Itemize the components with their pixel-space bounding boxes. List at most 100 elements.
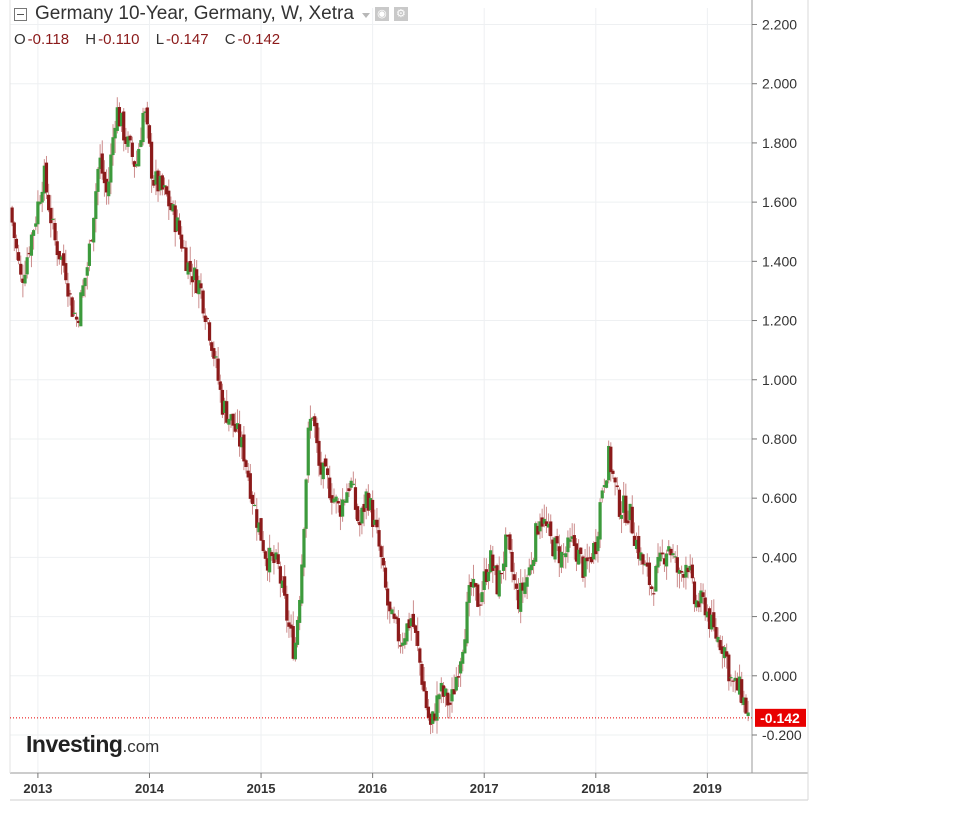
candle-up <box>729 677 733 679</box>
candle-down <box>201 290 205 314</box>
candle-up <box>656 556 660 568</box>
candle-down <box>44 162 49 193</box>
candle-up <box>257 522 261 533</box>
candle-up <box>716 636 720 643</box>
candle-up <box>705 611 709 618</box>
candle-up <box>29 234 34 256</box>
candle-up <box>343 500 347 503</box>
high-label: H <box>85 31 97 48</box>
candle-up <box>493 566 497 569</box>
candle-up <box>92 217 96 243</box>
candle-down <box>246 470 250 478</box>
candle-down <box>394 616 398 620</box>
candle-up <box>162 185 167 188</box>
candle-down <box>680 570 684 573</box>
gear-icon[interactable]: ⚙ <box>393 7 408 21</box>
candle-down <box>660 552 664 555</box>
candle-up <box>390 609 394 615</box>
candle-up <box>471 578 476 588</box>
candle-down <box>216 358 220 381</box>
candle-up <box>465 601 469 644</box>
candle-down <box>177 220 182 235</box>
candle-up <box>139 140 143 147</box>
logo-brand: Investing <box>26 731 123 757</box>
candle-up <box>459 661 463 674</box>
candle-down <box>744 697 748 714</box>
candle-down <box>630 506 634 534</box>
candle-up <box>38 201 42 204</box>
candle-up <box>467 585 471 603</box>
candle-down <box>581 556 585 578</box>
chevron-down-icon[interactable] <box>361 12 370 18</box>
candle-up <box>32 230 36 236</box>
candle-down <box>411 613 416 627</box>
candle-down <box>727 654 731 682</box>
candle-down <box>276 554 280 565</box>
candle-up <box>227 418 231 425</box>
candle-down <box>261 540 265 551</box>
candle-up <box>308 418 313 431</box>
candle-down <box>347 488 351 492</box>
candle-down <box>283 576 287 596</box>
candle-up <box>98 157 102 169</box>
candle-up <box>111 137 115 156</box>
candle-up <box>607 445 611 481</box>
candle-down <box>182 247 186 249</box>
candle-down <box>104 178 109 193</box>
candle-up <box>119 112 124 127</box>
candle-up <box>654 566 658 592</box>
candle-down <box>536 525 540 535</box>
candle-down <box>330 495 334 503</box>
candle-up <box>401 642 405 646</box>
candle-up <box>51 218 55 220</box>
collapse-icon[interactable] <box>14 7 27 21</box>
candle-down <box>585 557 589 562</box>
candle-down <box>469 581 473 587</box>
candle-up <box>302 528 306 568</box>
candle-up <box>566 537 570 553</box>
candle-down <box>27 252 31 255</box>
candle-down <box>250 494 255 504</box>
candle-down <box>278 566 282 584</box>
candle-up <box>115 107 119 131</box>
candle-up <box>85 267 89 276</box>
candle-up <box>403 638 407 645</box>
candle-down <box>641 554 645 565</box>
candle-up <box>81 285 85 296</box>
candle-down <box>428 713 433 725</box>
candle-down <box>150 141 154 179</box>
candle-down <box>637 536 641 559</box>
candle-down <box>184 247 188 272</box>
candle-down <box>205 318 210 320</box>
candle-down <box>323 458 328 467</box>
candle-up <box>562 553 566 555</box>
candle-down <box>735 678 740 691</box>
candle-down <box>14 238 19 249</box>
candle-down <box>407 619 411 629</box>
candle-down <box>589 556 594 563</box>
eye-icon[interactable]: ◉ <box>374 7 389 21</box>
candle-down <box>263 551 267 559</box>
candle-down <box>315 422 319 444</box>
candle-up <box>710 614 714 630</box>
candle-down <box>12 222 16 239</box>
candle-up <box>293 642 297 660</box>
candle-down <box>613 477 617 483</box>
candle-up <box>300 564 304 604</box>
candle-up <box>351 483 355 485</box>
candle-down <box>19 263 23 275</box>
y-tick-label: 0.800 <box>762 431 797 447</box>
y-tick-label: 0.400 <box>762 549 797 565</box>
candle-up <box>602 485 606 488</box>
candle-up <box>23 274 27 284</box>
candle-up <box>486 571 491 582</box>
candle-down <box>188 260 192 272</box>
candle-down <box>379 546 383 558</box>
candle-down <box>626 520 630 524</box>
candle-down <box>499 572 503 575</box>
x-tick-label: 2014 <box>135 781 165 796</box>
candle-up <box>699 590 703 604</box>
candle-down <box>392 613 396 619</box>
candle-up <box>746 712 750 717</box>
